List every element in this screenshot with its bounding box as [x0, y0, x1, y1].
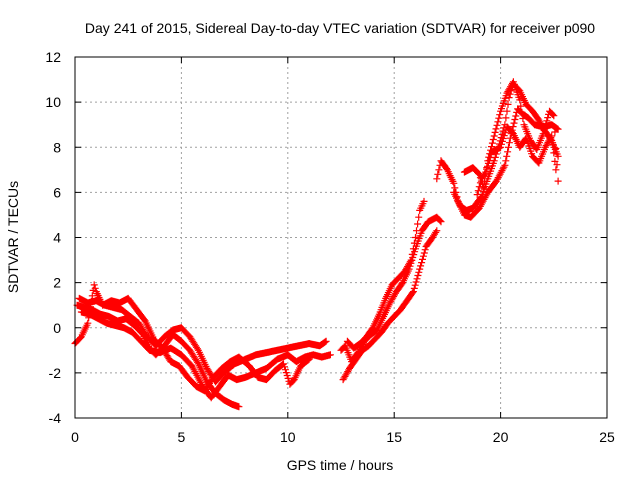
y-tick-label: 8: [53, 139, 61, 155]
x-axis-label: GPS time / hours: [287, 457, 394, 473]
series-track-7: [343, 197, 428, 352]
x-tick-label: 15: [386, 429, 402, 445]
y-tick-label: 4: [53, 230, 61, 246]
data-point-markers: [343, 197, 428, 352]
y-tick-label: -2: [49, 365, 62, 381]
axis-ticks: 0 5 10 15 20 25 -4 -2 0 2 4 6 8 10 12: [45, 49, 615, 445]
data-point-markers: [473, 123, 560, 199]
y-tick-label: 0: [53, 320, 61, 336]
series-track-6: [339, 227, 441, 384]
series-track-11: [473, 123, 560, 199]
x-tick-label: 5: [178, 429, 186, 445]
y-axis-label: SDTVAR / TECUs: [5, 181, 21, 293]
x-tick-label: 20: [493, 429, 509, 445]
data-markers: [71, 78, 562, 411]
x-tick-label: 10: [280, 429, 296, 445]
y-tick-label: 2: [53, 275, 61, 291]
x-tick-label: 0: [71, 429, 79, 445]
y-tick-label: -4: [49, 410, 62, 426]
y-tick-label: 10: [45, 94, 61, 110]
data-point-markers: [339, 227, 441, 384]
chart-title: Day 241 of 2015, Sidereal Day-to-day VTE…: [85, 20, 595, 36]
y-tick-label: 6: [53, 184, 61, 200]
y-tick-label: 12: [45, 49, 61, 65]
x-tick-label: 25: [599, 429, 615, 445]
grid-lines: [75, 57, 607, 418]
